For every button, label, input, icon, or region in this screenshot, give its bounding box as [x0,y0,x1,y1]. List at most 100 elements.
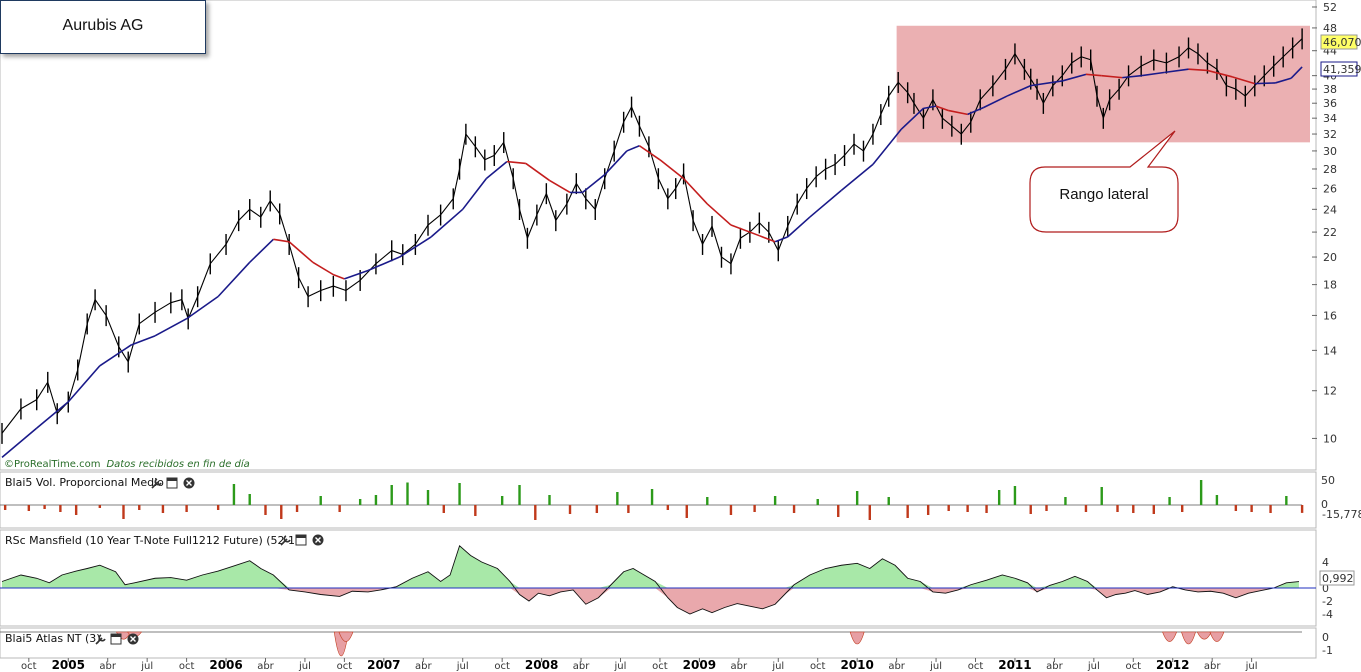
price-segment [414,224,429,245]
ma-segment [273,238,290,243]
price-segment [872,114,882,135]
price-segment [359,263,377,281]
close-icon[interactable] [127,633,139,645]
x-tick-label: oct [968,661,984,672]
price-segment [320,285,334,292]
volume-bar [666,505,670,510]
x-tick-label: abr [257,661,274,672]
ma-segment [367,256,400,272]
price-segment [238,208,251,221]
price-segment [1128,65,1142,77]
data-credit: ©ProRealTime.com Datos recibidos en fin d… [4,458,250,470]
volume-bar [59,505,62,512]
atlas-tick-minus1: -1 [1322,644,1333,657]
x-tick-label: abr [1204,661,1221,672]
window-icon[interactable] [166,477,178,489]
volume-bar [264,505,267,515]
price-segment [834,154,845,165]
x-tick-label: jul [1245,661,1258,672]
moving-average-series [1,66,1303,459]
rs-tick-label: -2 [1322,595,1333,608]
chart-title: Aurubis AG [62,17,144,34]
volume-bar [122,505,125,519]
price-segment [1188,47,1199,55]
volume-bar [568,505,572,514]
ma-segment [809,189,842,218]
price-segment [913,102,924,119]
ma-value-label: 41,359 [1323,63,1361,76]
price-segment [1226,85,1237,90]
volume-bar [232,484,236,505]
x-tick-label: jul [298,661,311,672]
price-segment [1197,53,1208,64]
x-tick-label: jul [456,661,469,672]
ma-segment [1030,80,1063,87]
volume-bar [280,505,283,519]
ma-segment [872,128,902,165]
price-segment [493,142,505,156]
price-segment [675,173,685,189]
volume-bar [997,490,1001,505]
y-tick-label: 14 [1323,344,1337,357]
price-segment [225,220,240,245]
volume-bar [1045,505,1048,511]
volume-bar [500,496,504,505]
volume-bar [548,495,551,505]
price-segment [197,263,211,297]
price-segment [1036,88,1044,104]
volume-bar [855,491,859,505]
price-segment [721,256,732,265]
x-tick-label: 2006 [209,658,242,672]
price-segment [740,231,751,239]
volume-bar [650,489,654,505]
rs-panel: RSc Mansfield (10 Year T-Note Full1212 F… [0,529,1355,627]
window-icon[interactable] [295,534,307,546]
ma-segment [1254,82,1276,85]
volume-bar [358,499,362,505]
price-segment [118,346,129,363]
price-segment [555,203,568,221]
price-segment [170,299,183,304]
ma-segment [759,234,776,243]
price-segment [440,198,454,216]
volume-bar [474,505,477,516]
wrench-icon[interactable] [280,535,291,546]
price-segment [1042,85,1054,104]
price-segment [260,200,271,218]
close-icon[interactable] [312,534,324,546]
y-tick-label: 48 [1323,22,1337,35]
ma-segment [131,335,156,346]
ma-segment [604,150,628,176]
price-segment [815,168,826,177]
ma-segment [983,95,1008,109]
price-segment [853,143,864,152]
price-segment [1166,56,1180,64]
volume-bar [534,505,537,520]
atlas-tick-0: 0 [1322,631,1329,644]
price-segment [307,289,321,298]
ma-segment [923,105,937,110]
price-segment [94,299,107,316]
wrench-icon[interactable] [95,634,106,645]
price-segment [1216,68,1227,86]
price-segment [484,154,495,161]
rs-line [1,544,1300,615]
x-tick-label: jul [140,661,153,672]
volume-tick-50: 50 [1321,474,1335,487]
price-segment [951,125,962,135]
price-segment [825,163,836,170]
close-icon[interactable] [183,477,195,489]
price-segment [960,121,972,135]
volume-bar [1234,505,1238,511]
price-segment [758,222,770,233]
price-segment [907,92,915,104]
volume-panel-title: Blai5 Vol. Proporcional Medio [5,476,164,489]
wrench-icon[interactable] [151,478,162,489]
ma-segment [525,162,550,182]
window-icon[interactable] [110,633,122,645]
volume-bar [27,505,31,511]
x-tick-label: abr [888,661,905,672]
volume-bar [1269,505,1272,513]
price-segment [427,214,441,226]
